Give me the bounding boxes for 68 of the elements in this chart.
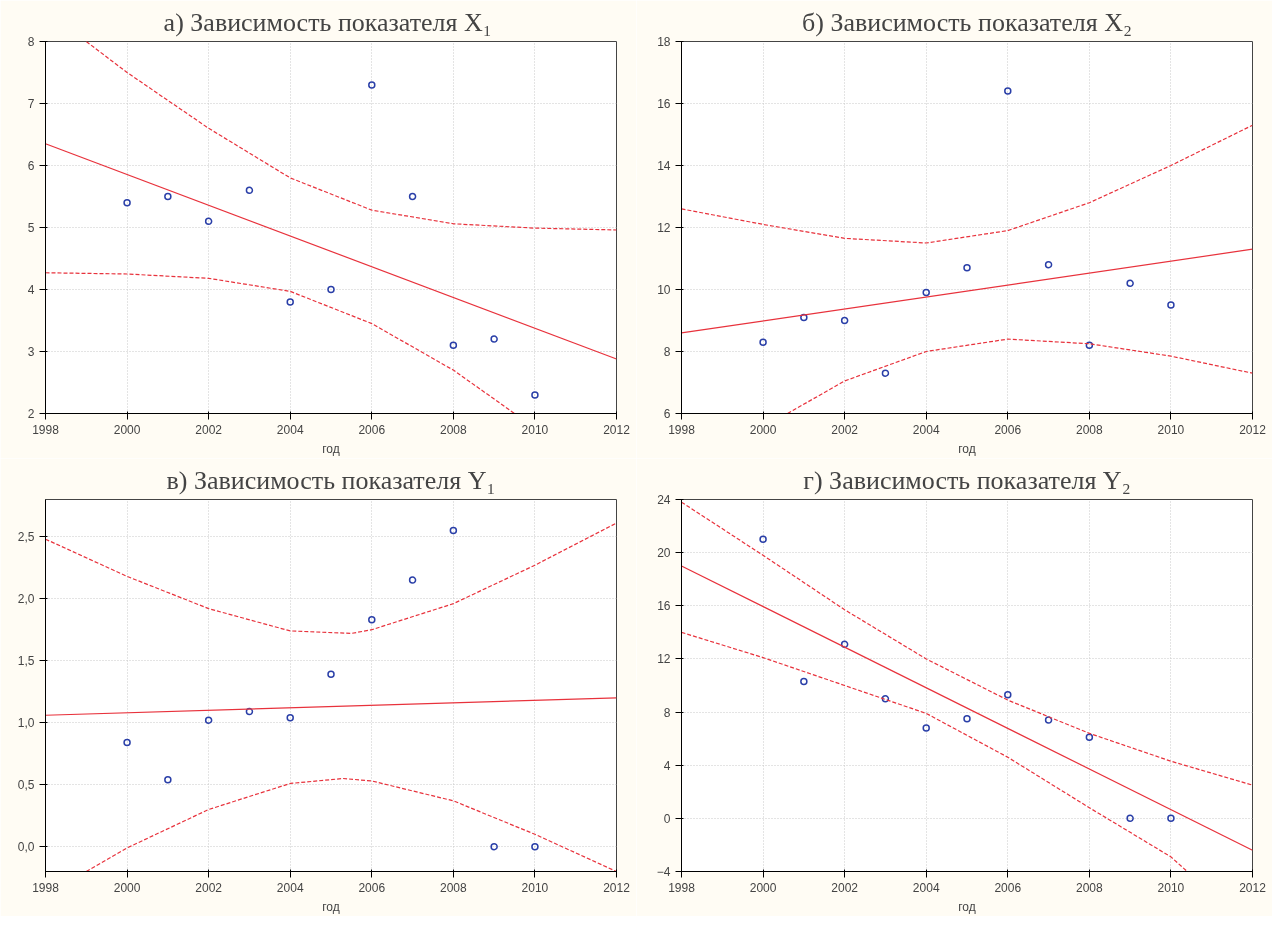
y-tick-label: 0,5 bbox=[17, 778, 35, 793]
y-tick-label: 7 bbox=[27, 97, 35, 111]
x-tick-label: 2000 bbox=[749, 422, 777, 437]
x-tick-label: 2006 bbox=[358, 422, 386, 437]
y-tick-label: 2,0 bbox=[17, 592, 35, 607]
x-tick-label: 2002 bbox=[195, 880, 223, 895]
y-tick-label: −4 bbox=[656, 865, 671, 879]
y-tick-label: 12 bbox=[657, 652, 671, 667]
y-tick-label: 4 bbox=[27, 283, 35, 297]
x-tick-label: 2012 bbox=[1239, 880, 1267, 895]
y-tick-label: 4 bbox=[663, 758, 671, 773]
chart-title: в) Зависимость показателя Y₁ bbox=[166, 465, 496, 495]
y-tick-label: 14 bbox=[657, 159, 671, 173]
x-tick-label: 1998 bbox=[32, 422, 60, 437]
x-tick-label: 1998 bbox=[668, 422, 696, 437]
x-tick-label: 2010 bbox=[521, 880, 549, 895]
x-axis-title: год bbox=[322, 441, 340, 456]
x-tick-label: 2000 bbox=[749, 880, 777, 895]
x-tick-label: 2008 bbox=[1076, 422, 1104, 437]
x-tick-label: 2004 bbox=[912, 422, 940, 437]
x-tick-label: 2004 bbox=[912, 880, 940, 895]
x-tick-label: 2006 bbox=[994, 880, 1022, 895]
x-axis-title: год bbox=[958, 441, 976, 456]
y-tick-label: 6 bbox=[663, 407, 671, 421]
y-tick-label: 18 bbox=[657, 35, 671, 49]
x-tick-label: 2000 bbox=[113, 422, 141, 437]
chart-title: г) Зависимость показателя Y₂ bbox=[803, 465, 1131, 495]
y-tick-label: 8 bbox=[663, 705, 671, 720]
x-tick-label: 1998 bbox=[668, 880, 696, 895]
y-tick-label: 3 bbox=[27, 345, 35, 359]
x-tick-label: 2010 bbox=[1157, 880, 1185, 895]
x-tick-label: 2008 bbox=[440, 422, 468, 437]
x-tick-label: 2002 bbox=[831, 880, 859, 895]
x-tick-label: 2010 bbox=[521, 422, 549, 437]
y-tick-label: 10 bbox=[657, 283, 671, 297]
x-tick-label: 2006 bbox=[358, 880, 386, 895]
x-tick-label: 2006 bbox=[994, 422, 1022, 437]
x-axis-title: год bbox=[958, 899, 976, 914]
x-tick-label: 2008 bbox=[440, 880, 468, 895]
x-axis-title: год bbox=[322, 899, 340, 914]
x-tick-label: 2004 bbox=[276, 422, 304, 437]
chart-title: б) Зависимость показателя X₂ bbox=[802, 7, 1132, 37]
y-tick-label: 2 bbox=[27, 407, 35, 421]
x-tick-label: 2012 bbox=[603, 880, 631, 895]
y-tick-label: 8 bbox=[663, 345, 671, 359]
y-tick-label: 20 bbox=[657, 546, 671, 561]
y-tick-label: 1,5 bbox=[17, 654, 35, 669]
y-tick-label: 5 bbox=[27, 221, 35, 235]
x-tick-label: 2004 bbox=[276, 880, 304, 895]
x-tick-label: 2002 bbox=[831, 422, 859, 437]
x-tick-label: 1998 bbox=[32, 880, 60, 895]
y-tick-label: 2,5 bbox=[17, 530, 35, 545]
y-tick-label: 16 bbox=[657, 97, 671, 111]
y-tick-label: 16 bbox=[657, 599, 671, 614]
x-tick-label: 2010 bbox=[1157, 422, 1185, 437]
y-tick-label: 8 bbox=[27, 35, 35, 49]
x-tick-label: 2000 bbox=[113, 880, 141, 895]
y-tick-label: 6 bbox=[27, 159, 35, 173]
x-tick-label: 2002 bbox=[195, 422, 223, 437]
chart-title: а) Зависимость показателя X₁ bbox=[163, 7, 492, 37]
y-tick-label: 0,0 bbox=[17, 840, 35, 855]
y-tick-label: 12 bbox=[657, 221, 671, 235]
y-tick-label: 24 bbox=[657, 493, 671, 507]
y-tick-label: 1,0 bbox=[17, 716, 35, 731]
x-tick-label: 2008 bbox=[1076, 880, 1104, 895]
y-tick-label: 0 bbox=[663, 811, 671, 826]
x-tick-label: 2012 bbox=[1239, 422, 1267, 437]
x-tick-label: 2012 bbox=[603, 422, 631, 437]
